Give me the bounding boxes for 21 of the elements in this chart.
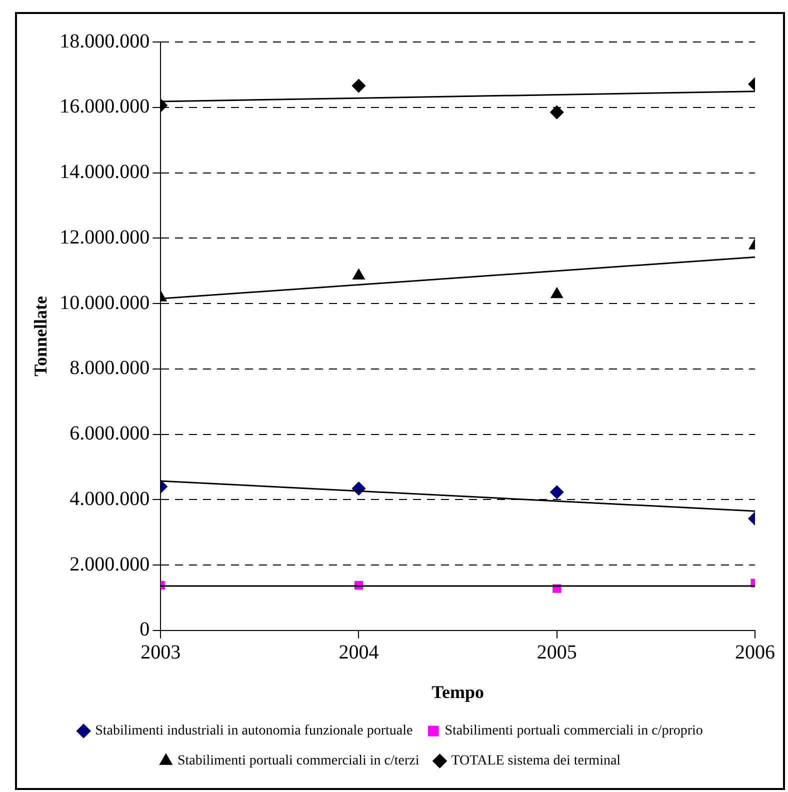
x-tick-label: 2006 xyxy=(735,642,775,664)
y-tick-label: 0 xyxy=(140,618,150,641)
legend-label: Stabilimenti portuali commerciali in c/terzi xyxy=(177,754,420,769)
x-tick-label: 2003 xyxy=(140,642,181,664)
y-tick-label: 16.000.000 xyxy=(60,96,150,118)
y-tick-label: 12.000.000 xyxy=(60,226,150,248)
x-tick-label: 2005 xyxy=(536,642,577,664)
y-tick-label: 14.000.000 xyxy=(60,161,150,184)
y-tick-label: 10.000.000 xyxy=(60,292,150,314)
x-tick-label: 2004 xyxy=(338,642,379,664)
y-axis-title: Tonnellate xyxy=(30,296,50,376)
y-tick-label: 8.000.000 xyxy=(70,357,150,380)
x-axis-title: Tempo xyxy=(432,682,484,702)
legend-label: Stabilimenti industriali in autonomia funzionale portuale xyxy=(95,724,413,739)
point xyxy=(550,288,563,298)
y-tick-label: 6.000.000 xyxy=(70,422,150,445)
legend-label: Stabilimenti portuali commerciali in c/proprio xyxy=(444,724,703,739)
y-tick-label: 2.000.000 xyxy=(70,553,150,576)
y-tick-label: 4.000.000 xyxy=(70,488,150,510)
legend-label: TOTALE sistema dei terminal xyxy=(451,754,621,769)
y-tick-label: 18.000.000 xyxy=(60,30,150,52)
